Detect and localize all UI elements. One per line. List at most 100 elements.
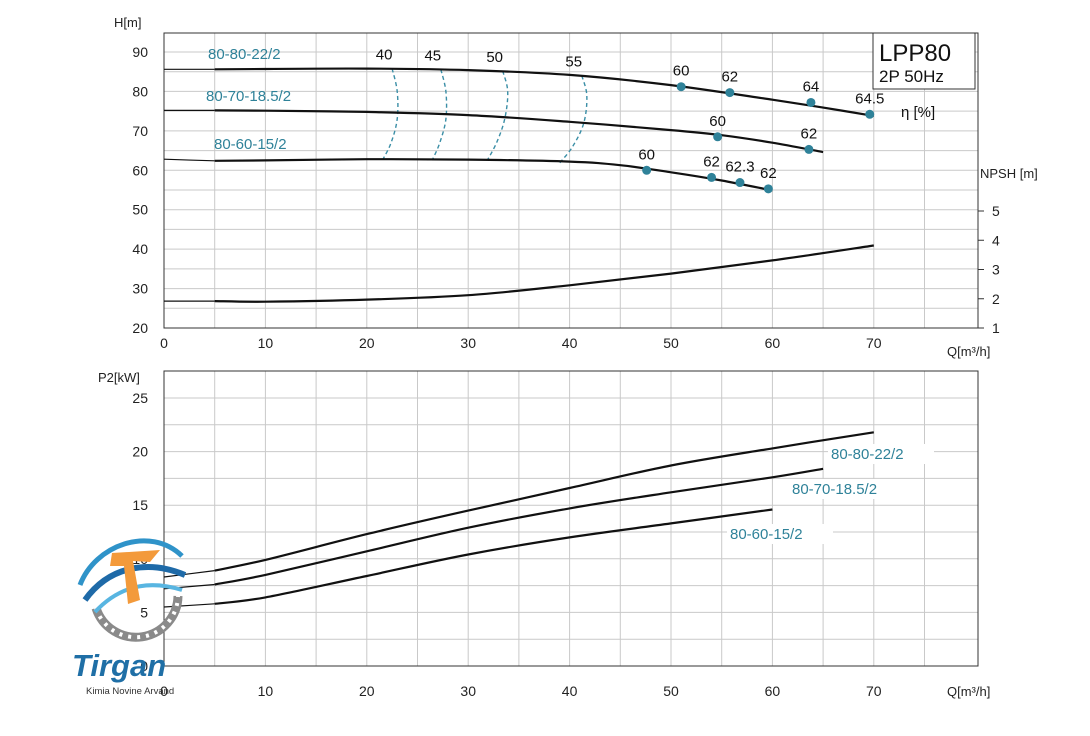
y-tick-label: 30 [132, 281, 148, 297]
x-tick-label: 40 [562, 335, 578, 351]
x-tick-label: 10 [258, 683, 274, 699]
efficiency-point-label: 62 [801, 125, 818, 142]
y-tick-label: 60 [132, 162, 148, 178]
efficiency-point-label: 62.3 [725, 159, 754, 176]
efficiency-point [806, 97, 816, 107]
tirgan-logo: Tirgan Kimia Novine Arvand [72, 538, 187, 697]
npsh-curve [214, 244, 874, 303]
head-curve-label: 80-60-15/2 [214, 136, 287, 153]
power-curve-label: 80-80-22/2 [831, 446, 904, 463]
plot-frame [163, 370, 979, 667]
power-curve [214, 467, 824, 586]
x-tick-label: 60 [765, 335, 781, 351]
efficiency-unit-label: η [%] [901, 104, 935, 121]
logo-tagline: Kimia Novine Arvand [86, 686, 174, 697]
y-tick-label: 25 [132, 390, 148, 406]
x-tick-label: 50 [663, 683, 679, 699]
x-axis-label: Q[m³/h] [947, 684, 990, 699]
npsh-tick-label: 1 [992, 320, 1000, 336]
y-tick-label: 20 [132, 320, 148, 336]
iso-efficiency-label: 45 [424, 47, 441, 64]
efficiency-point-label: 64 [803, 78, 820, 95]
gear-icon [91, 595, 183, 642]
x-tick-label: 20 [359, 335, 375, 351]
npsh-tick-label: 3 [992, 262, 1000, 278]
efficiency-point-label: 60 [709, 113, 726, 130]
head-curve [214, 109, 824, 154]
iso-efficiency-curve [432, 69, 448, 160]
plot-frame [163, 32, 979, 329]
iso-efficiency-label: 40 [376, 47, 393, 64]
efficiency-point-label: 60 [638, 146, 655, 163]
x-tick-label: 70 [866, 335, 882, 351]
x-tick-label: 0 [160, 335, 168, 351]
x-tick-label: 0 [160, 683, 168, 699]
x-tick-label: 60 [765, 683, 781, 699]
x-tick-label: 10 [258, 335, 274, 351]
y-tick-label: 70 [132, 123, 148, 139]
efficiency-point [713, 132, 723, 142]
head-curve-label: 80-80-22/2 [208, 46, 281, 63]
x-tick-label: 40 [562, 683, 578, 699]
x-tick-label: 50 [663, 335, 679, 351]
iso-efficiency-curve [382, 68, 399, 160]
efficiency-point-label: 60 [673, 63, 690, 80]
y-tick-label: 40 [132, 241, 148, 257]
title-box [872, 32, 976, 90]
power-curve-label-bg [727, 524, 833, 544]
x-tick-label: 70 [866, 683, 882, 699]
curve-extension [163, 603, 215, 608]
efficiency-point [865, 109, 875, 119]
curve-extension [163, 158, 215, 162]
power-chart: 0102030405060700510152025P2[kW]Q[m³/h]80… [98, 370, 990, 699]
npsh-tick-label: 5 [992, 203, 1000, 219]
x-axis-label: Q[m³/h] [947, 344, 990, 359]
power-curve-label: 80-60-15/2 [730, 526, 803, 543]
y-tick-label: 90 [132, 44, 148, 60]
efficiency-point [725, 88, 735, 98]
npsh-tick-label: 4 [992, 232, 1000, 248]
logo-wordmark: Tirgan [72, 648, 166, 683]
efficiency-point [642, 165, 652, 175]
y-tick-label: 20 [132, 444, 148, 460]
curve-extension [163, 583, 215, 590]
head-curve [214, 158, 773, 192]
efficiency-point-label: 62 [721, 69, 738, 86]
iso-efficiency-label: 55 [565, 54, 582, 71]
x-tick-label: 30 [460, 335, 476, 351]
iso-efficiency-curve [486, 70, 509, 161]
power-curve [214, 431, 874, 572]
power-curve-label-bg [828, 444, 934, 464]
power-curve [214, 508, 773, 605]
x-tick-label: 20 [359, 683, 375, 699]
npsh-tick-label: 2 [992, 291, 1000, 307]
y-axis-label: H[m] [114, 15, 141, 30]
efficiency-point [804, 144, 814, 154]
wave-icon [77, 538, 187, 614]
iso-efficiency-label: 50 [486, 49, 503, 66]
head-curve [214, 67, 874, 117]
power-curve-label: 80-70-18.5/2 [792, 481, 877, 498]
efficiency-point-label: 62 [760, 165, 777, 182]
npsh-axis-label: NPSH [m] [980, 166, 1038, 181]
chart-subtitle: 2P 50Hz [879, 67, 944, 86]
y-tick-label: 80 [132, 83, 148, 99]
efficiency-point [707, 172, 717, 182]
head-chart: 0 10 20 30 40 50 60 70203040506070809012345H[m]… [114, 15, 1038, 359]
head-curve-label: 80-70-18.5/2 [206, 88, 291, 105]
chart-title: LPP80 [879, 40, 951, 67]
y-tick-label: 5 [140, 604, 148, 620]
efficiency-point [763, 184, 773, 194]
power-curve-label-bg [789, 479, 895, 499]
curve-extension [163, 570, 215, 578]
efficiency-point-label: 64.5 [855, 90, 884, 107]
y-axis-label: P2[kW] [98, 370, 140, 385]
efficiency-point [676, 82, 686, 92]
efficiency-point [735, 178, 745, 188]
efficiency-point-label: 62 [703, 153, 720, 170]
y-tick-label: 50 [132, 202, 148, 218]
y-tick-label: 0 [140, 658, 148, 674]
x-tick-label: 30 [460, 683, 476, 699]
